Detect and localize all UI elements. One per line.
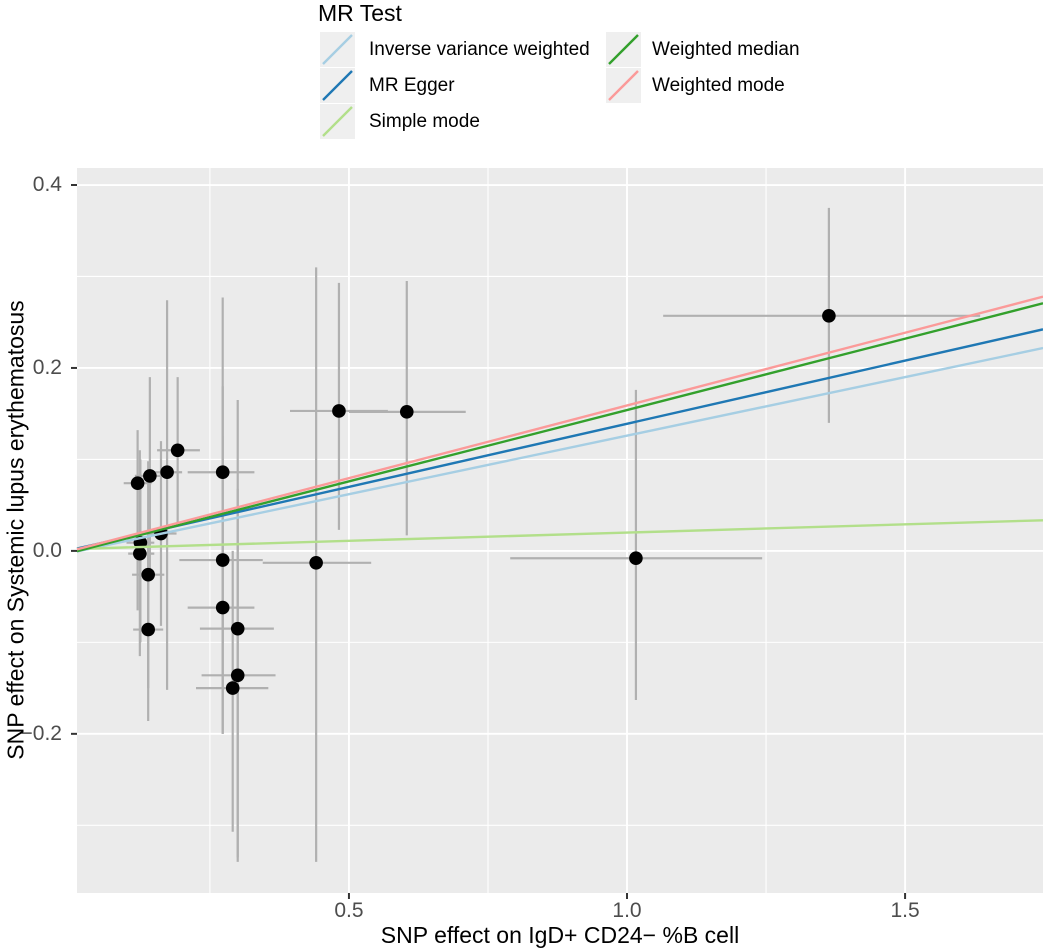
legend-key-weighted-mode	[606, 68, 641, 103]
x-tick-label: 1.0	[612, 899, 642, 922]
legend-label-inverse-variance-weighted: Inverse variance weighted	[369, 39, 590, 60]
data-point	[160, 465, 174, 480]
y-tick-label: 0.2	[32, 355, 62, 379]
regression-line-inverse-variance-weighted	[76, 346, 1043, 553]
regression-line-simple-mode	[76, 519, 1043, 551]
regression-line-weighted-median	[76, 302, 1043, 553]
data-point	[170, 443, 185, 458]
data-point	[399, 405, 414, 419]
legend-label-mr-egger: MR Egger	[369, 75, 455, 96]
data-point	[143, 469, 157, 483]
legend-key-line-icon	[608, 70, 639, 101]
legend-key-weighted-median	[606, 32, 641, 67]
legend-key-line	[608, 34, 639, 65]
data-point	[230, 621, 245, 636]
data-point	[141, 567, 155, 582]
y-tick-label: 0.4	[32, 173, 62, 196]
data-point	[230, 668, 245, 683]
legend-key-mr-egger	[320, 68, 355, 103]
legend-key-line	[322, 70, 353, 101]
legend-key-line	[322, 106, 353, 137]
legend-key-line-icon	[322, 106, 353, 137]
data-point	[332, 404, 346, 418]
legend-key-simple-mode	[320, 104, 355, 139]
data-point	[141, 622, 155, 637]
legend-label-simple-mode: Simple mode	[369, 111, 480, 132]
y-tick-label: 0.0	[32, 538, 62, 562]
data-point	[215, 465, 230, 480]
data-point	[629, 551, 643, 566]
legend-key-line	[608, 70, 639, 101]
data-point	[215, 600, 230, 615]
data-point	[225, 681, 240, 695]
x-tick-label: 1.5	[890, 899, 920, 922]
legend-key-line	[322, 34, 353, 65]
y-axis-title: SNP effect on Systemic lupus erythematos…	[2, 300, 29, 760]
legend-key-line-icon	[608, 34, 639, 65]
x-axis-title: SNP effect on IgD+ CD24− %B cell	[380, 922, 740, 948]
data-point	[130, 476, 145, 491]
legend-label-weighted-mode: Weighted mode	[652, 75, 785, 96]
legend-key-line-icon	[322, 34, 353, 65]
data-point	[215, 553, 230, 567]
regression-line-mr-egger	[76, 328, 1043, 550]
regression-line-weighted-mode	[76, 295, 1043, 551]
y-tick-label: −0.2	[20, 721, 62, 745]
legend-key-line-icon	[322, 70, 353, 101]
data-point	[133, 546, 147, 561]
legend-key-inverse-variance-weighted	[320, 32, 355, 67]
legend-title: MR Test	[318, 0, 402, 26]
data-point	[309, 555, 323, 570]
data-point	[822, 309, 836, 323]
legend-label-weighted-median: Weighted median	[652, 39, 800, 60]
x-tick-label: 0.5	[334, 899, 364, 922]
